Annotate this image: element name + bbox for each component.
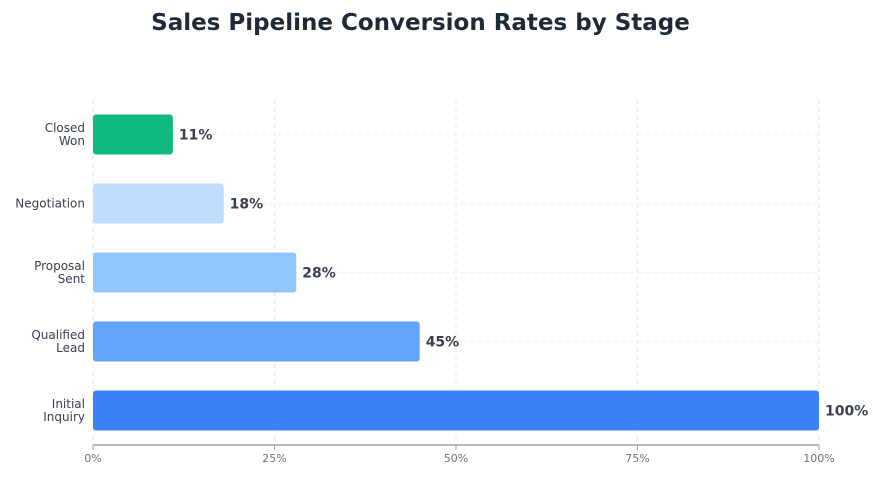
x-tick-label: 50% (444, 452, 468, 465)
x-tick-label: 0% (84, 452, 101, 465)
data-label: 18% (230, 197, 264, 213)
category-label: Initial Inquiry (43, 397, 85, 424)
chart-title: Sales Pipeline Conversion Rates by Stage (151, 10, 690, 36)
category-label: Qualified Lead (31, 328, 85, 355)
data-label: 11% (179, 128, 213, 144)
data-label: 100% (825, 404, 868, 420)
data-label: 28% (302, 266, 336, 282)
category-label: Negotiation (15, 197, 85, 211)
data-label: 45% (426, 335, 460, 351)
category-label: Closed Won (45, 121, 85, 148)
x-tick-label: 100% (803, 452, 834, 465)
category-label: Proposal Sent (34, 259, 85, 286)
bar (93, 183, 224, 224)
bar (93, 114, 173, 155)
x-tick-label: 75% (625, 452, 649, 465)
bar (93, 390, 819, 431)
x-tick-label: 25% (262, 452, 286, 465)
bar (93, 252, 297, 293)
bar (93, 321, 420, 362)
